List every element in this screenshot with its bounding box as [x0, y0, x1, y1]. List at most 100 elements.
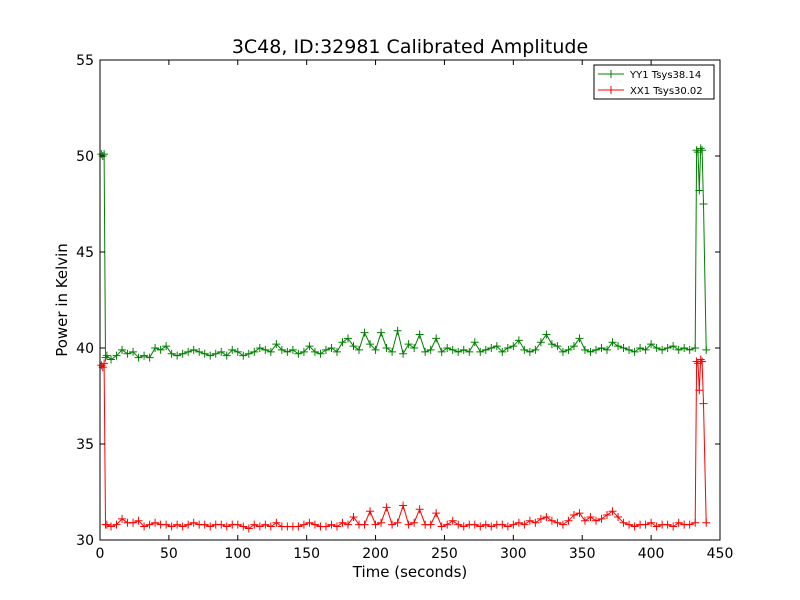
- data-point: [652, 522, 661, 531]
- data-point: [100, 359, 109, 368]
- data-point: [388, 347, 397, 356]
- data-point: [404, 520, 413, 529]
- x-tick-label: 450: [707, 546, 734, 562]
- data-point: [580, 345, 589, 354]
- data-point: [299, 520, 308, 529]
- data-point: [344, 334, 352, 343]
- data-point: [277, 345, 286, 354]
- legend-label-1: XX1 Tsys30.02: [630, 86, 703, 97]
- data-point: [476, 347, 485, 356]
- data-point: [344, 520, 352, 529]
- data-point: [498, 520, 507, 529]
- data-point: [663, 520, 672, 529]
- data-point: [332, 522, 341, 531]
- data-point: [658, 345, 667, 354]
- data-point: [569, 342, 578, 351]
- legend: YY1 Tsys38.14 XX1 Tsys30.02: [593, 64, 715, 100]
- data-point: [421, 347, 430, 356]
- data-point: [580, 516, 589, 525]
- data-point: [305, 518, 314, 527]
- data-point: [514, 518, 523, 527]
- data-point: [102, 351, 111, 360]
- data-point: [619, 518, 628, 527]
- legend-entry-1: XX1 Tsys30.02: [598, 86, 703, 97]
- data-point: [151, 344, 160, 352]
- data-point: [255, 344, 264, 352]
- data-point: [129, 347, 138, 356]
- data-point: [575, 334, 584, 343]
- data-point: [663, 344, 672, 352]
- legend-entry-0: YY1 Tsys38.14: [598, 70, 701, 81]
- data-point: [134, 353, 143, 362]
- data-point: [641, 345, 650, 354]
- data-point: [525, 516, 534, 525]
- data-point: [470, 338, 479, 347]
- data-point: [310, 347, 319, 356]
- data-point: [250, 520, 259, 529]
- data-point: [228, 345, 237, 354]
- data-point: [509, 520, 518, 529]
- data-point: [399, 349, 408, 358]
- y-tick-label: 55: [76, 53, 94, 69]
- data-point: [107, 355, 116, 364]
- data-point: [299, 347, 308, 356]
- data-point: [503, 522, 512, 531]
- data-point: [327, 520, 336, 529]
- data-point: [699, 200, 708, 208]
- data-point: [129, 518, 138, 527]
- data-point: [118, 345, 127, 354]
- data-point: [134, 516, 143, 525]
- data-point: [399, 501, 408, 510]
- data-point: [377, 518, 386, 527]
- data-point: [492, 342, 501, 351]
- data-point: [454, 347, 463, 356]
- data-point: [465, 347, 474, 356]
- chart-title: 3C48, ID:32981 Calibrated Amplitude: [232, 36, 588, 58]
- data-point: [162, 520, 171, 529]
- data-point: [520, 520, 529, 529]
- data-point: [200, 349, 209, 358]
- data-point: [426, 345, 435, 354]
- data-point: [536, 514, 545, 523]
- data-point: [597, 514, 606, 523]
- data-point: [432, 509, 441, 518]
- data-point: [189, 345, 198, 354]
- data-point: [222, 351, 231, 360]
- data-point: [118, 514, 127, 523]
- data-point: [382, 344, 391, 352]
- data-point: [366, 507, 375, 516]
- data-point: [173, 351, 182, 360]
- data-point: [195, 347, 204, 356]
- data-point: [575, 509, 584, 518]
- data-point: [443, 520, 452, 529]
- data-point: [547, 340, 556, 349]
- series-0: [97, 144, 711, 364]
- data-point: [102, 520, 111, 529]
- data-point: [448, 516, 457, 525]
- data-point: [614, 342, 623, 351]
- legend-marker-plus: [607, 70, 615, 78]
- data-point: [112, 351, 121, 360]
- data-point: [514, 336, 523, 345]
- data-point: [459, 522, 468, 531]
- x-tick-label: 300: [500, 546, 527, 562]
- data-point: [327, 344, 336, 352]
- data-point: [586, 512, 595, 521]
- x-tick-label: 100: [224, 546, 251, 562]
- y-tick-label: 40: [76, 341, 94, 357]
- legend-box: [593, 64, 715, 100]
- data-point: [415, 330, 424, 339]
- data-point: [266, 522, 275, 531]
- data-point: [470, 520, 479, 529]
- y-axis: 30 35 40 45 50 55: [76, 53, 720, 549]
- data-point: [542, 512, 551, 521]
- data-point: [625, 345, 634, 354]
- data-point: [349, 342, 358, 351]
- data-point: [699, 399, 708, 408]
- data-point: [272, 518, 281, 527]
- data-point: [481, 520, 490, 529]
- data-point: [233, 347, 242, 356]
- data-point: [366, 340, 375, 349]
- data-point: [437, 522, 446, 531]
